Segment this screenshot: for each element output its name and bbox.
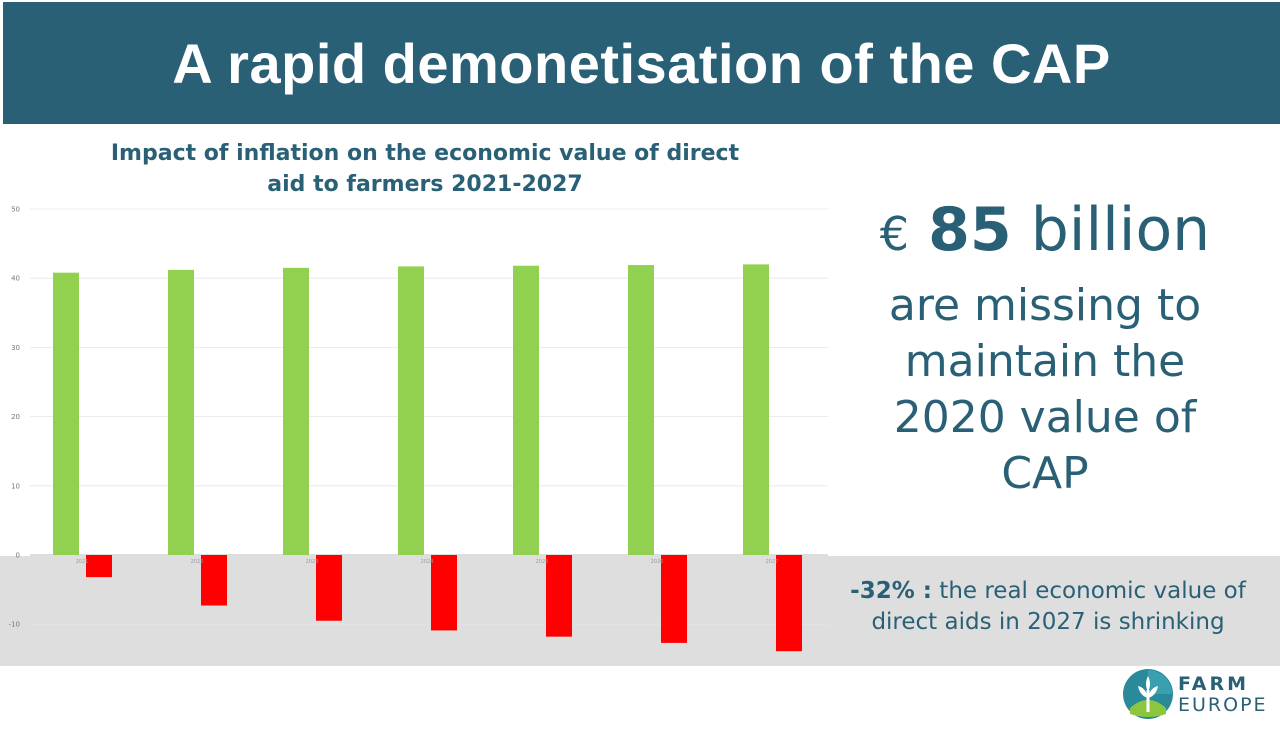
bar-negative (201, 555, 227, 606)
x-tick-label: 2027 (766, 559, 779, 565)
stat-block: € 85 billion are missing to maintain the… (840, 188, 1250, 502)
chart-title: Impact of inflation on the economic valu… (110, 141, 740, 197)
bar-negative (86, 555, 112, 578)
bar-chart: 50 40 30 20 10 0 -10 2021 2022 2023 2024 2025 2026 20… (9, 206, 828, 652)
amount-unit: billion (1030, 195, 1211, 265)
left-strip (0, 0, 3, 733)
bar-positive (628, 265, 654, 555)
x-tick-label: 2021 (76, 559, 89, 565)
x-tick-label: 2023 (306, 559, 319, 565)
missing-amount: € 85 billion (840, 188, 1250, 276)
bar-negative (316, 555, 342, 621)
bar-positive (53, 272, 79, 555)
stat-line: are missing to (888, 280, 1202, 331)
x-tick-label: 2026 (651, 559, 664, 565)
logo-line-1: FARM (1178, 673, 1250, 695)
farm-europe-logo: FARM EUROPE (1122, 668, 1280, 722)
bar-positive (168, 269, 194, 555)
bar-positive (513, 265, 539, 555)
stat-line: 2020 value of (893, 392, 1197, 443)
shrink-text: the real economic value of direct aids i… (871, 578, 1246, 635)
shrink-note: -32% : the real economic value of direct… (818, 576, 1278, 638)
x-tick-label: 2022 (191, 559, 204, 565)
y-tick-label: -10 (9, 621, 20, 629)
bar-positive (283, 267, 309, 555)
logo-wordmark: FARM EUROPE (1178, 674, 1268, 716)
bar-positive (743, 264, 769, 555)
euro-symbol: € (879, 207, 910, 261)
bar-negative (431, 555, 457, 631)
amount-value: 85 (928, 195, 1012, 265)
stat-line: maintain the (904, 336, 1186, 387)
bar-positive (398, 266, 424, 555)
y-tick-label: 20 (11, 413, 20, 421)
stat-line: CAP (1001, 448, 1089, 499)
bar-negative (546, 555, 572, 637)
sprout-logo-icon (1123, 669, 1173, 719)
y-tick-label: 40 (11, 275, 20, 283)
x-tick-label: 2025 (536, 559, 549, 565)
stat-description: are missing to maintain the 2020 value o… (840, 278, 1250, 502)
y-tick-label: 0 (16, 552, 20, 560)
bar-negative (776, 555, 802, 652)
y-tick-label: 30 (11, 344, 20, 352)
title-banner: A rapid demonetisation of the CAP (3, 2, 1280, 124)
y-tick-label: 50 (11, 206, 20, 214)
y-tick-label: 10 (11, 482, 20, 490)
page-title: A rapid demonetisation of the CAP (172, 31, 1111, 95)
shrink-percent: -32% : (850, 578, 932, 604)
x-tick-label: 2024 (421, 559, 434, 565)
bar-negative (661, 555, 687, 643)
logo-line-2: EUROPE (1178, 694, 1268, 716)
